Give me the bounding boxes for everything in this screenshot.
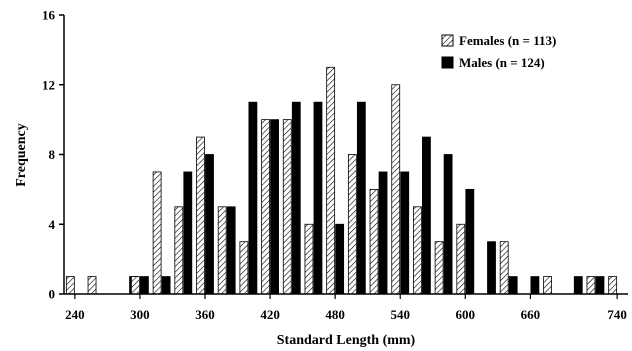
female-bar xyxy=(196,136,205,295)
x-tick-label: 480 xyxy=(325,307,345,322)
male-bar xyxy=(465,188,475,295)
male-bar xyxy=(335,223,345,295)
male-bar xyxy=(161,276,171,295)
male-bar xyxy=(248,101,258,295)
male-bar xyxy=(400,171,410,295)
male-bar xyxy=(422,136,431,295)
male-bar xyxy=(573,276,583,295)
female-bar xyxy=(434,241,444,295)
male-bar xyxy=(183,171,193,295)
y-axis-ticks xyxy=(59,14,64,295)
male-bar xyxy=(356,101,366,295)
legend-label-females: Females (n = 113) xyxy=(459,33,556,48)
y-axis-tick-labels: 0 4 8 12 16 xyxy=(42,8,56,302)
male-bar xyxy=(378,171,388,295)
female-bar xyxy=(326,66,336,295)
male-bar xyxy=(443,154,453,295)
female-bar xyxy=(391,84,401,295)
legend: Females (n = 113) Males (n = 124) xyxy=(441,33,556,70)
x-tick-label: 300 xyxy=(130,307,150,322)
x-tick-label: 600 xyxy=(456,307,476,322)
male-bar xyxy=(508,276,518,295)
female-bar xyxy=(152,171,162,295)
y-axis-title: Frequency xyxy=(14,123,29,187)
male-bar xyxy=(595,276,605,295)
female-bar xyxy=(608,276,618,295)
male-bar xyxy=(270,119,279,295)
female-bar xyxy=(499,241,509,295)
y-tick-label: 0 xyxy=(49,287,56,302)
female-bar xyxy=(261,119,270,295)
legend-label-males: Males (n = 124) xyxy=(459,55,545,70)
x-axis-tick-labels: 240 300 360 420 480 540 600 660 740 xyxy=(65,294,627,322)
female-bar xyxy=(413,206,422,295)
male-bar xyxy=(291,101,301,295)
x-tick-label: 660 xyxy=(521,307,541,322)
x-tick-label: 420 xyxy=(260,307,280,322)
female-bar xyxy=(586,276,596,295)
female-bar xyxy=(369,188,379,295)
male-bar xyxy=(226,206,236,295)
female-bar xyxy=(174,206,184,295)
male-bar xyxy=(530,276,540,295)
x-tick-label: 240 xyxy=(65,307,85,322)
male-bar xyxy=(313,101,323,295)
y-tick-label: 8 xyxy=(49,147,56,162)
male-bar xyxy=(140,276,149,295)
female-bar xyxy=(456,223,466,295)
female-bar xyxy=(65,276,75,295)
x-tick-label: 360 xyxy=(195,307,215,322)
female-bar xyxy=(87,276,97,295)
female-bar xyxy=(239,241,249,295)
male-bar xyxy=(205,154,214,295)
female-bar xyxy=(543,276,552,295)
female-bar xyxy=(347,154,357,295)
legend-swatch-females xyxy=(441,34,454,47)
x-tick-label: 740 xyxy=(607,307,627,322)
female-bar xyxy=(304,223,314,295)
legend-swatch-males xyxy=(441,56,454,69)
male-bar xyxy=(487,241,496,295)
y-tick-label: 12 xyxy=(42,77,55,92)
x-axis-title: Standard Length (mm) xyxy=(277,333,416,348)
x-tick-label: 540 xyxy=(390,307,410,322)
female-bar xyxy=(131,276,140,295)
bars xyxy=(65,66,618,295)
female-bar xyxy=(282,119,292,295)
y-tick-label: 4 xyxy=(49,217,56,232)
female-bar xyxy=(217,206,227,295)
y-tick-label: 16 xyxy=(42,8,56,23)
